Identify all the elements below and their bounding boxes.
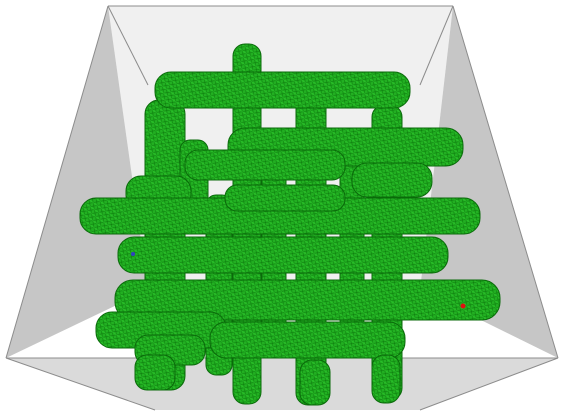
- tube-horizontal: [154, 71, 411, 109]
- tube-horizontal: [351, 162, 433, 198]
- left-wall: [6, 6, 148, 358]
- blue-marker[interactable]: [131, 252, 135, 256]
- tube-stub: [134, 354, 176, 391]
- tube-horizontal: [209, 321, 406, 359]
- tube-stub: [299, 359, 331, 406]
- tube-horizontal: [114, 279, 501, 321]
- room-edges: [5, 5, 559, 411]
- lattice-structure[interactable]: [79, 43, 501, 406]
- right-wall: [420, 6, 558, 358]
- floor: [6, 358, 558, 410]
- tube-stub: [371, 354, 401, 404]
- tube-horizontal: [184, 149, 346, 181]
- red-marker[interactable]: [460, 303, 466, 309]
- tube-horizontal: [117, 236, 449, 274]
- tube-horizontal: [224, 184, 346, 212]
